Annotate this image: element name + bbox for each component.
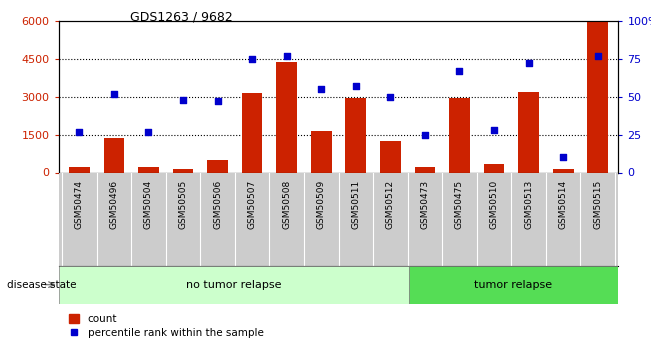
Bar: [587, 22, 608, 172]
Bar: [415, 167, 436, 172]
Point: [212, 98, 223, 104]
Point: [109, 91, 119, 96]
Text: GSM50512: GSM50512: [386, 180, 395, 229]
Point: [592, 53, 603, 58]
Bar: [380, 141, 401, 172]
Text: GSM50509: GSM50509: [317, 180, 326, 229]
Bar: [346, 98, 366, 172]
Text: disease state: disease state: [7, 280, 76, 289]
Text: GDS1263 / 9682: GDS1263 / 9682: [130, 10, 233, 23]
Bar: [553, 169, 574, 172]
Point: [454, 68, 465, 73]
Point: [385, 94, 396, 99]
Bar: [138, 167, 159, 172]
Text: GSM50515: GSM50515: [593, 180, 602, 229]
Bar: [311, 131, 331, 172]
Text: GSM50508: GSM50508: [282, 180, 291, 229]
Bar: [207, 160, 228, 172]
Point: [316, 86, 326, 92]
Text: tumor relapse: tumor relapse: [475, 280, 553, 289]
Text: GSM50513: GSM50513: [524, 180, 533, 229]
Text: GSM50505: GSM50505: [178, 180, 187, 229]
Text: GSM50504: GSM50504: [144, 180, 153, 229]
Bar: [104, 138, 124, 172]
Bar: [449, 98, 470, 172]
Point: [523, 60, 534, 66]
Bar: [484, 164, 505, 172]
Text: GSM50510: GSM50510: [490, 180, 499, 229]
Point: [247, 56, 257, 61]
Text: GSM50473: GSM50473: [421, 180, 430, 229]
Point: [281, 53, 292, 58]
Text: GSM50506: GSM50506: [213, 180, 222, 229]
Text: GSM50496: GSM50496: [109, 180, 118, 229]
Text: GSM50511: GSM50511: [352, 180, 360, 229]
Bar: [408, 266, 618, 304]
Point: [558, 155, 568, 160]
Bar: [276, 62, 297, 172]
Text: GSM50474: GSM50474: [75, 180, 84, 229]
Bar: [69, 167, 90, 172]
Text: GSM50514: GSM50514: [559, 180, 568, 229]
Text: GSM50507: GSM50507: [247, 180, 256, 229]
Point: [143, 129, 154, 134]
Legend: count, percentile rank within the sample: count, percentile rank within the sample: [64, 309, 269, 343]
Point: [420, 132, 430, 137]
Bar: [518, 91, 539, 172]
Point: [74, 129, 85, 134]
Point: [178, 97, 188, 102]
Text: GSM50475: GSM50475: [455, 180, 464, 229]
Point: [489, 127, 499, 133]
Text: no tumor relapse: no tumor relapse: [186, 280, 281, 289]
Bar: [173, 169, 193, 172]
Point: [351, 83, 361, 89]
Bar: [59, 266, 408, 304]
Bar: [242, 93, 262, 172]
